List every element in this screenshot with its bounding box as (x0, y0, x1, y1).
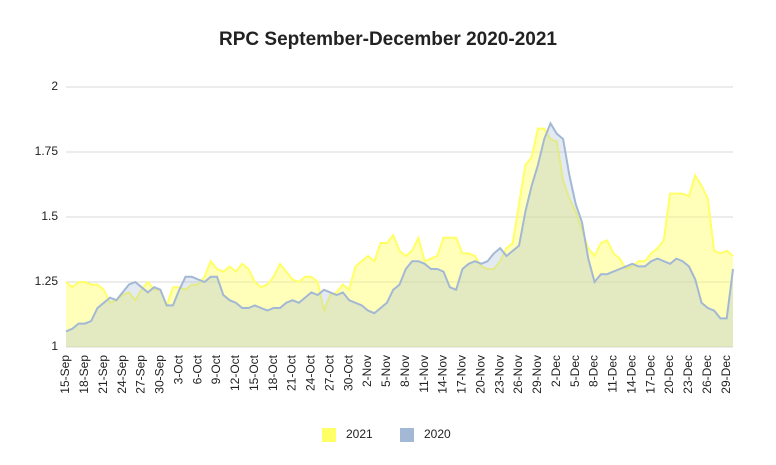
line (65, 121, 734, 333)
x-tick-label: 27-Oct (322, 354, 336, 391)
legend-label: 2020 (424, 427, 451, 441)
x-tick-label: 3-Oct (171, 354, 185, 384)
x-tick-label: 12-Oct (228, 354, 242, 391)
x-tick-label: 8-Dec (587, 355, 601, 387)
x-tick-label: 5-Dec (568, 355, 582, 387)
x-tick-label: 29-Nov (530, 355, 544, 394)
y-tick-label: 1.25 (35, 274, 59, 288)
x-tick-label: 8-Nov (398, 355, 412, 387)
x-tick-label: 24-Sep (115, 355, 129, 394)
legend-swatch (322, 428, 336, 442)
y-tick-label: 1 (51, 339, 58, 353)
area (66, 123, 733, 348)
x-tick-label: 11-Nov (417, 355, 431, 393)
x-tick-label: 14-Dec (624, 355, 638, 394)
chart-title: RPC September-December 2020-2021 (219, 29, 557, 50)
x-tick-label: 23-Nov (492, 355, 506, 394)
x-tick-label: 17-Dec (643, 355, 657, 394)
x-tick-label: 20-Dec (662, 355, 676, 394)
x-tick-label: 26-Nov (511, 355, 525, 394)
x-tick-label: 11-Dec (606, 355, 620, 393)
x-tick-label: 2-Dec (549, 355, 563, 387)
x-tick-label: 17-Nov (455, 355, 469, 394)
x-tick-label: 6-Oct (190, 354, 204, 384)
area (66, 128, 733, 347)
x-tick-label: 9-Oct (209, 354, 223, 384)
y-tick-label: 1.5 (41, 209, 58, 223)
x-tick-label: 5-Nov (379, 355, 393, 387)
x-tick-label: 21-Sep (96, 355, 110, 394)
x-tick-label: 15-Oct (247, 354, 261, 391)
x-tick-label: 15-Sep (58, 355, 72, 394)
line (65, 127, 734, 314)
x-tick-label: 30-Sep (153, 355, 167, 394)
y-tick-label: 1.75 (35, 144, 59, 158)
x-tick-label: 21-Oct (285, 354, 299, 391)
y-tick-label: 2 (51, 79, 58, 93)
x-tick-label: 23-Dec (681, 355, 695, 394)
x-tick-label: 24-Oct (304, 354, 318, 391)
x-tick-label: 20-Nov (473, 355, 487, 394)
legend-swatch (400, 428, 414, 442)
x-tick-label: 30-Oct (341, 354, 355, 391)
x-tick-label: 14-Nov (436, 355, 450, 394)
x-tick-label: 26-Dec (700, 355, 714, 394)
x-tick-label: 18-Sep (77, 355, 91, 394)
x-tick-label: 2-Nov (360, 355, 374, 387)
x-tick-label: 29-Dec (719, 355, 733, 394)
x-tick-label: 18-Oct (266, 354, 280, 391)
legend-label: 2021 (346, 427, 373, 441)
x-tick-label: 27-Sep (134, 355, 148, 394)
